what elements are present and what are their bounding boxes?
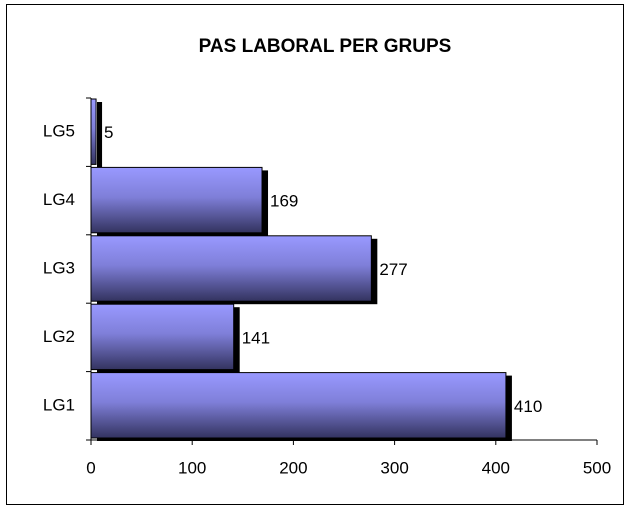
y-tick-label: LG5 <box>43 122 75 141</box>
x-tick-label: 200 <box>279 458 307 477</box>
bar <box>90 303 235 371</box>
bar <box>90 372 507 439</box>
x-tick-label: 0 <box>86 458 95 477</box>
data-label: 169 <box>270 192 298 211</box>
x-tick-label: 500 <box>583 458 611 477</box>
x-tick-label: 400 <box>482 458 510 477</box>
data-label: 141 <box>242 328 270 347</box>
y-tick-label: LG4 <box>43 190 75 209</box>
data-label: 277 <box>379 260 407 279</box>
y-tick-label: LG1 <box>43 395 75 414</box>
bar <box>90 166 263 234</box>
x-tick-label: 100 <box>178 458 206 477</box>
bar <box>90 98 97 165</box>
data-label: 5 <box>104 123 113 142</box>
y-tick-label: LG3 <box>43 258 75 277</box>
y-tick-label: LG2 <box>43 327 75 346</box>
bar-shadow <box>97 102 103 168</box>
data-label: 410 <box>514 397 542 416</box>
x-tick-label: 300 <box>380 458 408 477</box>
chart-title: PAS LABORAL PER GRUPS <box>199 36 452 57</box>
bar <box>90 235 372 302</box>
